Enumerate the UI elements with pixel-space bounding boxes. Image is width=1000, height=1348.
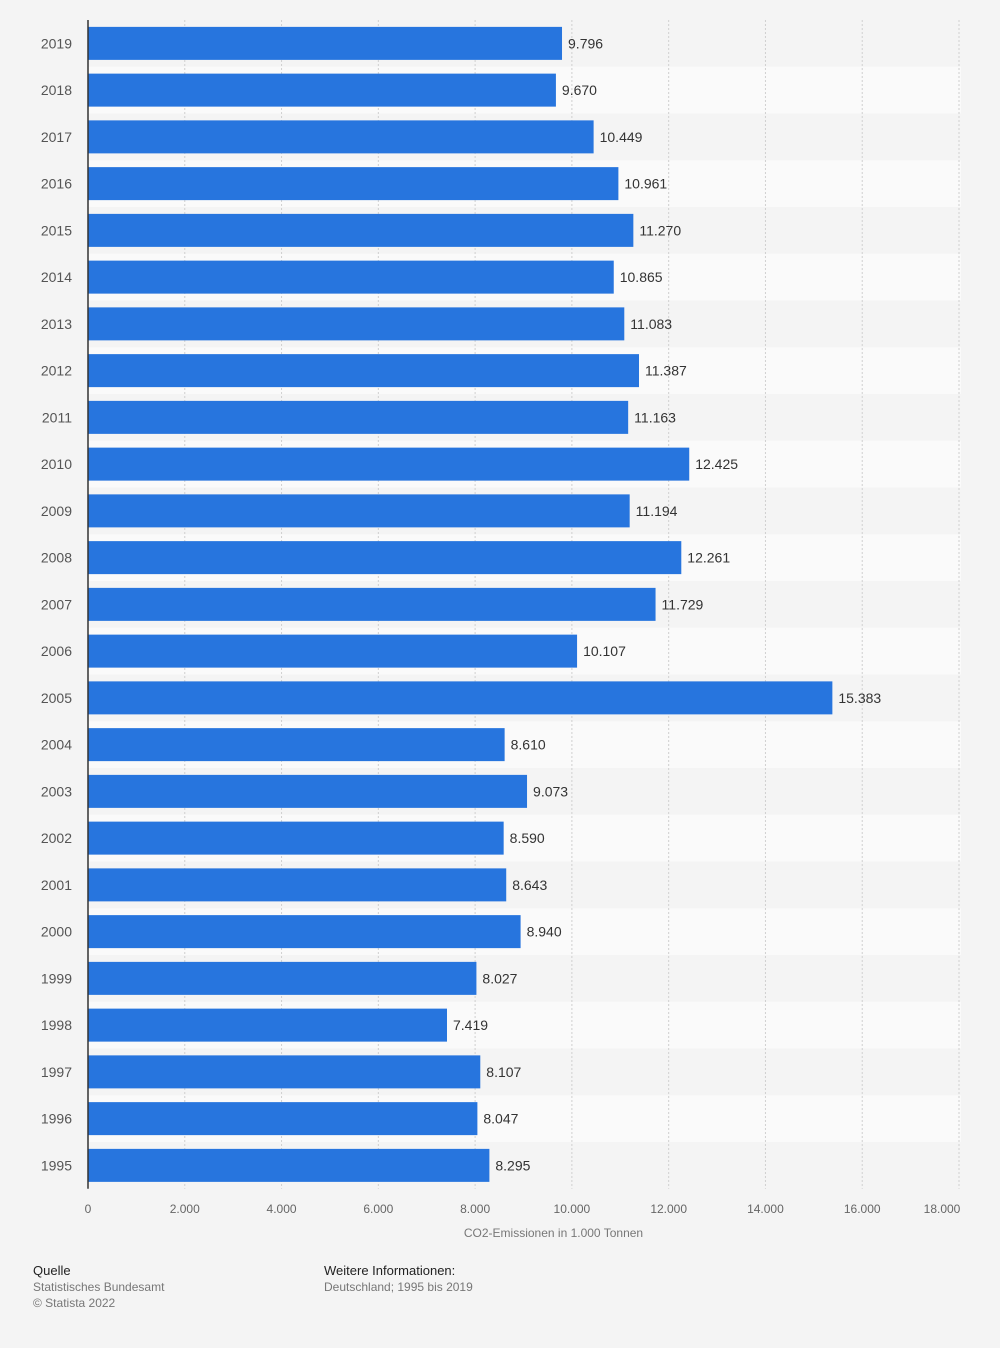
- y-tick-label: 2012: [41, 363, 72, 379]
- data-label: 11.387: [645, 363, 687, 379]
- y-tick-label: 2005: [41, 690, 72, 706]
- bar-chart: 0 2.000 4.000 6.000 8.000 10.000 12.000 14.000 1…: [41, 20, 961, 1240]
- bar: [88, 73, 556, 107]
- x-tick-label: 16.000: [844, 1202, 881, 1216]
- data-label: 8.940: [527, 924, 562, 940]
- y-tick-label: 1999: [41, 970, 72, 986]
- bar: [88, 915, 521, 949]
- bar: [88, 868, 507, 902]
- data-label: 12.261: [687, 550, 730, 566]
- data-label: 9.670: [562, 82, 597, 98]
- y-tick-label: 1996: [41, 1111, 72, 1127]
- x-tick-label: 6.000: [363, 1202, 393, 1216]
- bar: [88, 260, 614, 294]
- bar: [88, 494, 630, 528]
- data-label: 11.270: [639, 222, 681, 238]
- y-tick-label: 2014: [41, 269, 72, 285]
- data-label: 10.449: [600, 129, 643, 145]
- data-label: 11.194: [636, 503, 678, 519]
- y-tick-label: 2007: [41, 596, 72, 612]
- bar: [88, 167, 619, 201]
- data-label: 10.865: [620, 269, 663, 285]
- data-label: 12.425: [695, 456, 738, 472]
- y-tick-label: 2010: [41, 456, 72, 472]
- bar: [88, 1055, 481, 1089]
- x-tick-label: 10.000: [554, 1202, 591, 1216]
- data-label: 11.163: [634, 409, 676, 425]
- bar: [88, 400, 629, 434]
- y-tick-label: 2018: [41, 82, 72, 98]
- y-tick-label: 2008: [41, 550, 72, 566]
- data-label: 8.610: [511, 737, 546, 753]
- y-tick-label: 2011: [42, 409, 72, 425]
- bar: [88, 1102, 478, 1136]
- y-tick-label: 1997: [41, 1064, 72, 1080]
- x-tick-label: 18.000: [924, 1202, 961, 1216]
- source-block: Quelle Statistisches Bundesamt © Statist…: [33, 1263, 164, 1311]
- y-tick-label: 1998: [41, 1017, 72, 1033]
- bar: [88, 213, 634, 247]
- bar: [88, 447, 690, 481]
- x-tick-label: 0: [85, 1202, 92, 1216]
- data-label: 8.047: [483, 1111, 518, 1127]
- data-label: 9.796: [568, 35, 603, 51]
- bar: [88, 1008, 447, 1042]
- y-tick-label: 1995: [41, 1157, 72, 1173]
- x-axis-label: CO2-Emissionen in 1.000 Tonnen: [464, 1226, 643, 1240]
- bar: [88, 587, 656, 621]
- data-label: 11.083: [630, 316, 672, 332]
- bar: [88, 120, 594, 154]
- y-tick-label: 2002: [41, 830, 72, 846]
- data-label: 10.961: [624, 176, 667, 192]
- bar: [88, 728, 505, 762]
- data-label: 8.643: [512, 877, 547, 893]
- info-text: Deutschland; 1995 bis 2019: [324, 1280, 473, 1294]
- bar: [88, 821, 504, 855]
- source-heading: Quelle: [33, 1263, 71, 1278]
- x-tick-label: 4.000: [267, 1202, 297, 1216]
- bar: [88, 26, 563, 60]
- y-tick-label: 2017: [41, 129, 72, 145]
- y-tick-label: 2009: [41, 503, 72, 519]
- bar: [88, 634, 578, 668]
- bar: [88, 307, 625, 341]
- data-label: 8.295: [495, 1157, 530, 1173]
- x-tick-label: 8.000: [460, 1202, 490, 1216]
- data-label: 7.419: [453, 1017, 488, 1033]
- data-label: 15.383: [838, 690, 881, 706]
- source-text[interactable]: Statistisches Bundesamt: [33, 1280, 165, 1294]
- y-tick-label: 2013: [41, 316, 72, 332]
- y-tick-label: 2015: [41, 222, 72, 238]
- bar: [88, 774, 528, 808]
- bar: [88, 681, 833, 715]
- info-heading: Weitere Informationen:: [324, 1263, 456, 1278]
- y-tick-label: 2016: [41, 176, 72, 192]
- y-tick-label: 2000: [41, 924, 72, 940]
- y-tick-label: 2006: [41, 643, 72, 659]
- data-label: 8.027: [482, 970, 517, 986]
- bar: [88, 541, 682, 575]
- data-label: 10.107: [583, 643, 626, 659]
- copyright-text: © Statista 2022: [33, 1296, 116, 1310]
- y-tick-label: 2019: [41, 35, 72, 51]
- data-label: 8.107: [486, 1064, 521, 1080]
- data-label: 9.073: [533, 783, 568, 799]
- x-tick-label: 14.000: [747, 1202, 784, 1216]
- x-tick-label: 2.000: [170, 1202, 200, 1216]
- y-tick-label: 2004: [41, 737, 72, 753]
- info-block: Weitere Informationen: Deutschland; 1995…: [324, 1263, 473, 1295]
- bar: [88, 961, 477, 995]
- y-tick-label: 2001: [41, 877, 72, 893]
- x-tick-label: 12.000: [650, 1202, 687, 1216]
- data-label: 11.729: [662, 596, 704, 612]
- data-label: 8.590: [510, 830, 545, 846]
- bar: [88, 354, 640, 388]
- y-tick-label: 2003: [41, 783, 72, 799]
- bar: [88, 1148, 490, 1182]
